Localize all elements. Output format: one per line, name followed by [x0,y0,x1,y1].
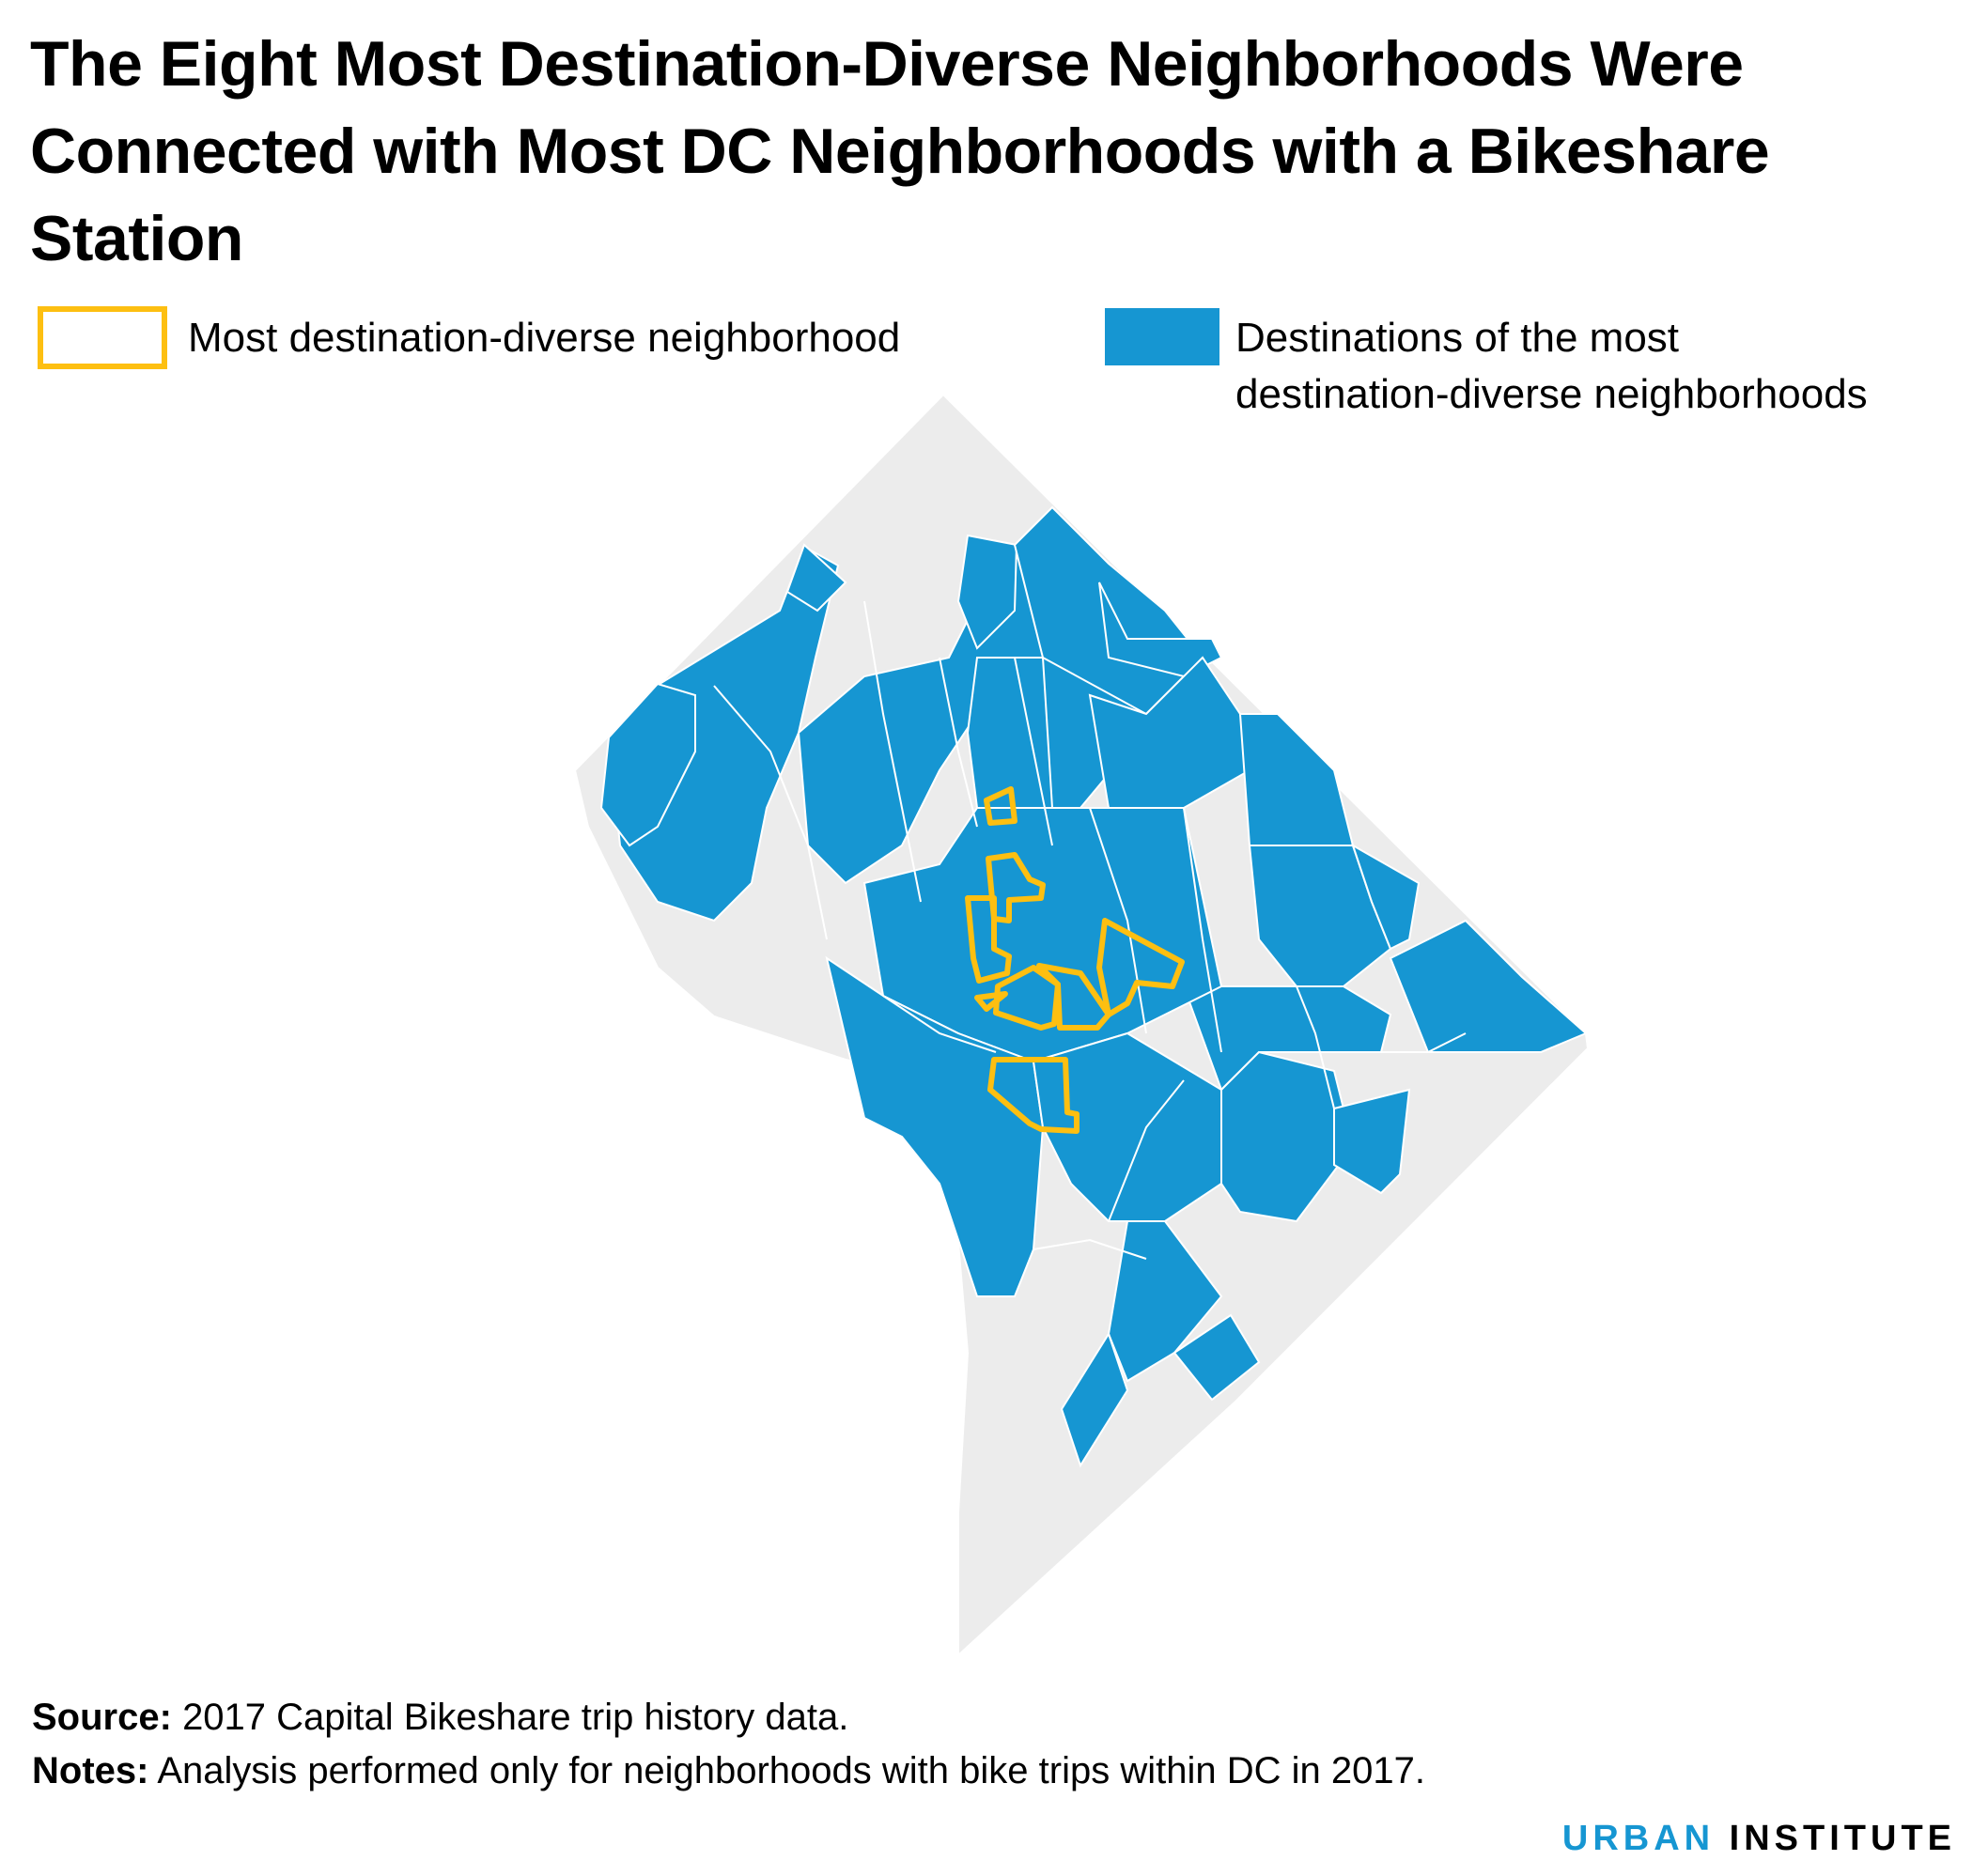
notes-text: Analysis performed only for neighborhood… [157,1750,1425,1791]
legend-label-destination: Destinations of the most destination-div… [1235,310,1987,423]
highlight-1 [984,786,1017,826]
brand-urban: URBAN [1561,1819,1716,1858]
legend-label-highlight: Most destination-diverse neighborhood [188,315,901,361]
highlight-3 [965,895,1012,984]
legend-swatch-destination [1105,308,1219,365]
notes-label: Notes: [32,1750,149,1791]
source-label: Source: [32,1697,172,1738]
region-southeast-mid [1220,1050,1355,1223]
region-south-lower [1060,1331,1129,1468]
highlight-regions [965,786,1185,1134]
neighborhood-borders [713,600,1467,1260]
legend-swatch-highlight [38,306,167,369]
urban-institute-logo: URBAN INSTITUTE [1562,1819,1956,1859]
highlight-4 [1096,918,1185,1017]
brand-institute: INSTITUTE [1729,1819,1956,1858]
region-south-west [825,955,1045,1297]
highlight-7 [1036,963,1111,1031]
legend-label-destination-line1: Destinations of the most [1235,315,1680,361]
region-nw-corner [785,543,847,612]
source-note: Source: 2017 Capital Bikeshare trip hist… [32,1693,848,1742]
notes-note: Notes: Analysis performed only for neigh… [32,1746,1425,1795]
highlight-5 [993,965,1061,1031]
highlight-6 [974,991,1008,1012]
legend-label-destination-line2: destination-diverse neighborhoods [1235,371,1868,417]
chart-title: The Eight Most Destination-Diverse Neigh… [30,28,1770,274]
region-northwest-left [599,682,696,847]
region-north-east-tip [1098,581,1223,678]
region-ne-wing [1351,843,1421,951]
region-southeast-east [1333,1088,1411,1195]
region-north-fork [956,534,1018,650]
highlight-8 [987,1057,1079,1134]
highlight-2 [986,852,1046,923]
source-text: 2017 Capital Bikeshare trip history data… [182,1697,849,1738]
region-south-hook [1173,1313,1261,1402]
